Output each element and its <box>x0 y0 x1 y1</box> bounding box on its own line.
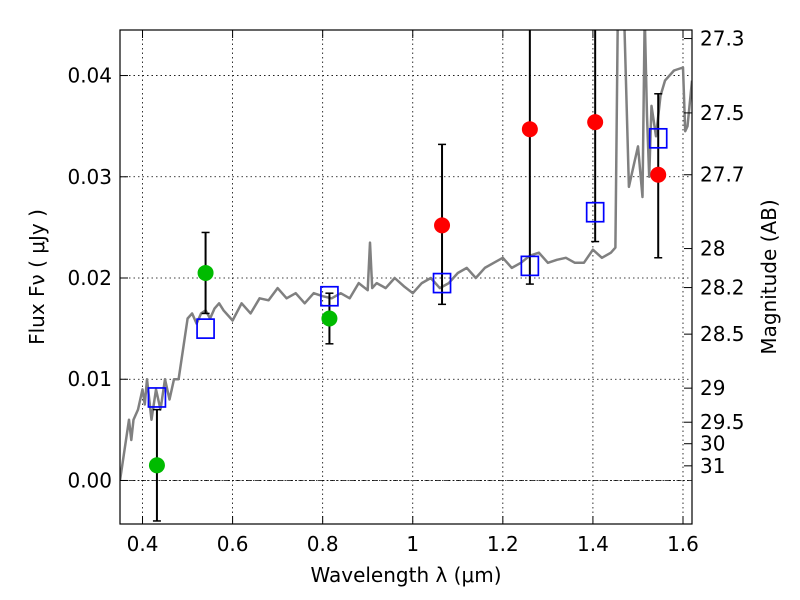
y2-tick-label: 28 <box>700 237 725 261</box>
model-photometry-square <box>320 285 339 307</box>
observed-point <box>587 114 604 131</box>
y2-tick-label: 30 <box>700 432 725 456</box>
data-markers <box>147 114 668 474</box>
observed-point <box>521 121 538 138</box>
x-tick-label: 1.4 <box>577 532 609 556</box>
y-tick-labels: 0.00 0.01 0.02 0.03 0.04 <box>67 64 112 493</box>
y-tick-label: 0.01 <box>67 367 112 391</box>
y-tick-label: 0.00 <box>67 468 112 492</box>
y2-tick-label: 29.5 <box>700 410 745 434</box>
x-tick-label: 0.8 <box>307 532 339 556</box>
y-axis-label: Flux Fν ( μJy ) <box>25 209 49 345</box>
plot-frame <box>119 29 693 525</box>
model-photometry-square <box>520 255 540 277</box>
x-tick-label: 0.6 <box>217 532 249 556</box>
y2-tick-label: 27.3 <box>700 27 745 51</box>
x-tick-labels: 0.4 0.6 0.8 1 1.2 1.4 1.6 <box>127 532 699 556</box>
y2-tick-label: 28.2 <box>700 276 745 300</box>
y-tick-label: 0.04 <box>67 64 112 88</box>
observed-point <box>650 166 667 183</box>
model-photometry-square <box>585 201 605 223</box>
observed-point <box>434 217 451 234</box>
x-tick-label: 0.4 <box>127 532 159 556</box>
axis-ticks <box>120 30 692 524</box>
y2-tick-label: 28.5 <box>700 322 745 346</box>
y2-tick-label: 27.7 <box>700 163 745 187</box>
x-tick-label: 1.2 <box>487 532 519 556</box>
y-tick-label: 0.03 <box>67 165 112 189</box>
model-spectrum <box>120 30 692 481</box>
model-spectrum-line <box>120 30 692 481</box>
grid-lines <box>120 30 692 524</box>
y2-tick-label: 29 <box>700 376 725 400</box>
x-tick-label: 1 <box>406 532 419 556</box>
observed-point <box>321 310 338 327</box>
model-photometry-square <box>147 387 167 408</box>
observed-point <box>148 457 165 474</box>
model-photometry-square <box>432 272 452 294</box>
x-axis-label: Wavelength λ (μm) <box>310 563 501 587</box>
model-photometry-square <box>196 318 215 339</box>
y2-tick-label: 31 <box>700 454 725 478</box>
model-photometry-square <box>648 127 668 149</box>
x-tick-label: 1.6 <box>667 532 699 556</box>
observed-point <box>197 264 214 281</box>
y2-axis-label: Magnitude (AB) <box>757 199 781 354</box>
y2-tick-label: 27.5 <box>700 101 745 125</box>
errorbars <box>152 30 663 522</box>
y-tick-label: 0.02 <box>67 266 112 290</box>
